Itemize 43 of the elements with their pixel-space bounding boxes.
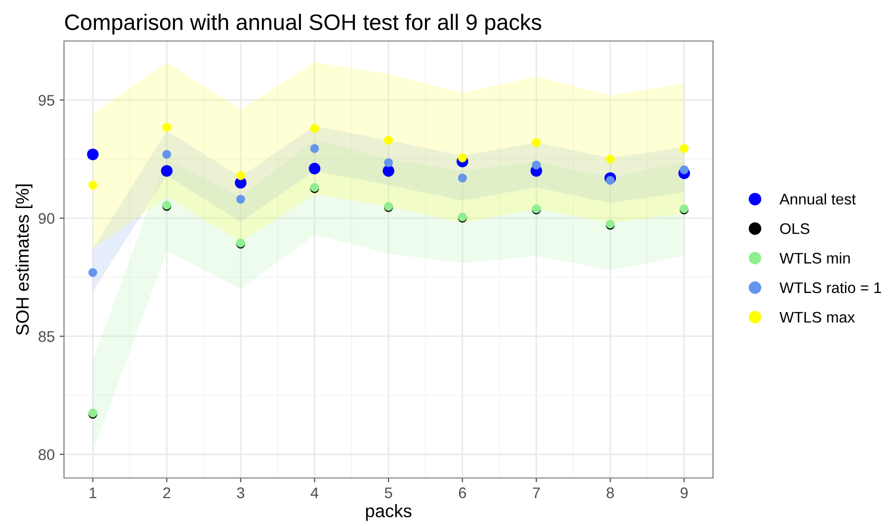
point bbox=[680, 165, 689, 174]
x-tick-label: 5 bbox=[384, 488, 392, 498]
y-tick-label: 85 bbox=[38, 331, 54, 342]
point bbox=[88, 268, 98, 277]
point bbox=[236, 171, 246, 180]
x-tick-label: 2 bbox=[163, 487, 170, 498]
x-tick-label: 8 bbox=[606, 487, 614, 498]
point bbox=[162, 150, 172, 159]
legend-label: WTLS ratio = 1 bbox=[780, 282, 882, 294]
y-tick-label: 80 bbox=[38, 449, 54, 460]
legend-label: WTLS max bbox=[780, 312, 855, 323]
x-tick-label: 4 bbox=[310, 488, 318, 498]
y-tick-label: 95 bbox=[38, 94, 54, 106]
point bbox=[680, 144, 689, 153]
point bbox=[87, 148, 99, 160]
point bbox=[532, 160, 541, 170]
legend-label: WTLS min bbox=[780, 252, 850, 264]
x-tick-label: 1 bbox=[90, 488, 96, 498]
point bbox=[162, 122, 172, 132]
point bbox=[310, 144, 319, 153]
point bbox=[606, 154, 615, 164]
point bbox=[160, 165, 173, 177]
point bbox=[384, 158, 393, 168]
x-tick-label: 9 bbox=[680, 487, 688, 498]
y-tick-label: 90 bbox=[38, 213, 54, 224]
x-tick-label: 6 bbox=[458, 487, 466, 498]
point bbox=[458, 174, 467, 182]
point bbox=[532, 138, 541, 147]
y-axis-title: SOH estimates [%] bbox=[16, 184, 32, 335]
legend-label: OLS bbox=[780, 223, 810, 234]
point bbox=[88, 180, 98, 190]
point bbox=[236, 194, 246, 204]
x-axis-title: packs bbox=[366, 504, 412, 521]
chart-title: Comparison with annual SOH test for all 9 packs bbox=[65, 14, 542, 34]
point bbox=[308, 162, 320, 174]
x-tick-label: 7 bbox=[532, 488, 540, 498]
point bbox=[310, 124, 319, 133]
point bbox=[458, 154, 467, 162]
point bbox=[384, 136, 393, 145]
legend-label: Annual test bbox=[779, 193, 856, 205]
x-tick-label: 3 bbox=[237, 487, 244, 498]
point bbox=[606, 176, 615, 185]
point bbox=[382, 165, 394, 177]
